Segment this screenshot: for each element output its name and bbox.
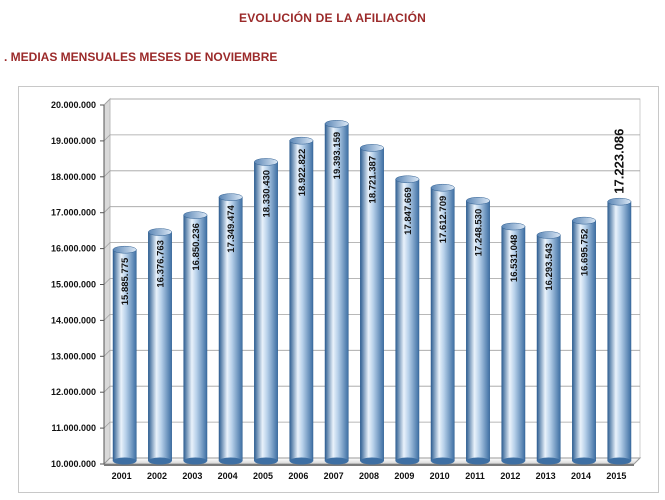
x-tick-label: 2014	[571, 471, 591, 481]
bar-base	[395, 457, 419, 465]
gridline	[103, 206, 640, 213]
gridline	[103, 170, 640, 178]
bar-top	[536, 231, 561, 239]
y-tick-label: 13.000.000	[51, 351, 96, 361]
bar-top	[360, 144, 384, 152]
gridline	[103, 242, 640, 249]
y-tick-label: 20.000.000	[51, 100, 96, 110]
bar-top	[572, 216, 596, 225]
data-label: 16.376.763	[156, 240, 167, 288]
gridline	[103, 134, 640, 142]
x-tick-label: 2011	[465, 471, 485, 481]
bar-top	[289, 136, 314, 145]
data-label: 17.223.086	[611, 129, 626, 194]
bar-top	[148, 228, 172, 236]
data-label: 19.393.159	[332, 132, 343, 180]
bar-top	[183, 211, 208, 219]
y-tick-label: 12.000.000	[51, 387, 96, 397]
bar	[607, 201, 632, 462]
gridline	[103, 349, 640, 357]
bar-base	[360, 457, 384, 465]
gridline	[103, 98, 640, 106]
bar-base	[148, 457, 172, 465]
x-tick-label: 2015	[606, 471, 626, 481]
data-label: 18.721.387	[368, 156, 379, 204]
bar-base	[431, 457, 455, 465]
data-label: 15.885.775	[120, 257, 131, 305]
gridline	[103, 385, 640, 393]
gridline	[103, 421, 640, 429]
bar-base	[537, 457, 561, 465]
y-tick-label: 15.000.000	[51, 280, 96, 290]
bar-base	[607, 457, 631, 465]
plot-floor-edge	[104, 464, 634, 466]
y-tick-label: 11.000.000	[51, 423, 96, 433]
y-tick-label: 19.000.000	[51, 136, 96, 146]
bar-top	[395, 175, 420, 184]
data-label: 17.349.474	[226, 204, 237, 252]
data-label: 18.922.822	[297, 149, 308, 197]
gridline	[103, 278, 640, 285]
bar-top	[501, 222, 526, 231]
x-tick-label: 2012	[500, 471, 520, 481]
chart-subtitle: . MEDIAS MENSUALES MESES DE NOVIEMBRE	[4, 50, 278, 64]
y-tick-label: 18.000.000	[51, 172, 96, 182]
bar-base	[289, 457, 313, 465]
x-tick-label: 2007	[324, 471, 344, 481]
bar-top	[607, 197, 632, 206]
x-tick-label: 2006	[288, 471, 308, 481]
y-tick-label: 14.000.000	[51, 315, 96, 325]
data-label: 17.248.530	[474, 209, 485, 257]
bar-top	[218, 193, 243, 201]
data-label: 17.612.709	[438, 196, 449, 244]
x-tick-label: 2010	[430, 471, 450, 481]
x-tick-label: 2004	[218, 471, 238, 481]
bar-top	[254, 158, 278, 166]
bar-top	[466, 197, 490, 205]
data-label: 17.847.669	[403, 187, 414, 235]
bar-chart: 10.000.000 11.000.000 12.000.000 13.000.000…	[51, 97, 642, 481]
x-tick-label: 2003	[182, 471, 202, 481]
data-label: 16.850.236	[191, 223, 202, 271]
data-label: 16.695.752	[580, 229, 591, 277]
bar-base	[501, 457, 525, 465]
x-tick-label: 2013	[536, 471, 556, 481]
x-tick-label: 2009	[394, 471, 414, 481]
bar-base	[572, 457, 596, 465]
bar-top	[112, 245, 137, 254]
x-tick-label: 2008	[359, 471, 379, 481]
data-label: 16.531.048	[509, 235, 520, 283]
x-tick-label: 2002	[147, 471, 167, 481]
bar-base	[466, 457, 490, 465]
gridline	[103, 313, 640, 321]
y-tick-label: 16.000.000	[51, 244, 96, 254]
chart-area: 10.000.000 11.000.000 12.000.000 13.000.000…	[18, 86, 659, 493]
x-tick-label: 2005	[253, 471, 273, 481]
bar-base	[219, 457, 243, 465]
y-tick-label: 10.000.000	[51, 459, 96, 469]
x-tick-label: 2001	[112, 471, 132, 481]
data-label: 16.293.543	[544, 243, 555, 291]
page-title: EVOLUCIÓN DE LA AFILIACIÓN	[239, 11, 426, 25]
y-tick-label: 17.000.000	[51, 208, 96, 218]
bar-base	[254, 457, 278, 465]
data-label: 18.330.430	[262, 170, 273, 218]
bar-base	[325, 457, 349, 465]
bar-base	[183, 457, 207, 465]
bar-top	[324, 120, 349, 128]
bar-top	[430, 183, 455, 192]
bar-base	[113, 457, 137, 465]
